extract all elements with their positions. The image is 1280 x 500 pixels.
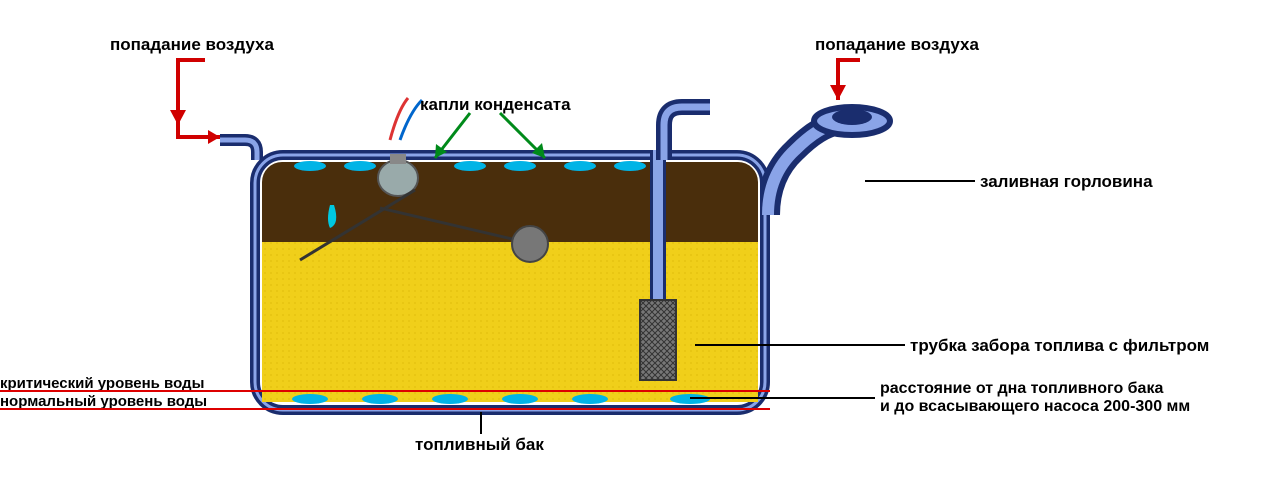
label-air-left: попадание воздуха — [110, 35, 274, 55]
leader-dist — [690, 397, 875, 399]
label-fuel-pipe: трубка забора топлива с фильтром — [910, 336, 1209, 356]
crit-underline — [0, 391, 225, 392]
leader-pipe — [695, 344, 905, 346]
condensate-pointers — [430, 108, 650, 168]
label-filler-neck: заливная горловина — [980, 172, 1153, 192]
norm-underline — [0, 409, 225, 410]
label-distance1: расстояние от дна топливного бака — [880, 380, 1163, 398]
label-air-right: попадание воздуха — [815, 35, 979, 55]
pickup-bend — [650, 95, 730, 165]
label-condensate: капли конденсата — [420, 95, 571, 115]
diagram-stage: попадание воздуха попадание воздуха капл… — [0, 0, 1280, 500]
fuel-tank — [250, 150, 780, 430]
leader-tank-v — [480, 412, 482, 434]
air-arrow-left — [160, 55, 250, 150]
leader-filler — [865, 180, 975, 182]
air-arrow-right — [820, 55, 890, 125]
label-tank: топливный бак — [415, 435, 544, 455]
label-distance2: и до всасывающего насоса 200-300 мм — [880, 398, 1190, 416]
